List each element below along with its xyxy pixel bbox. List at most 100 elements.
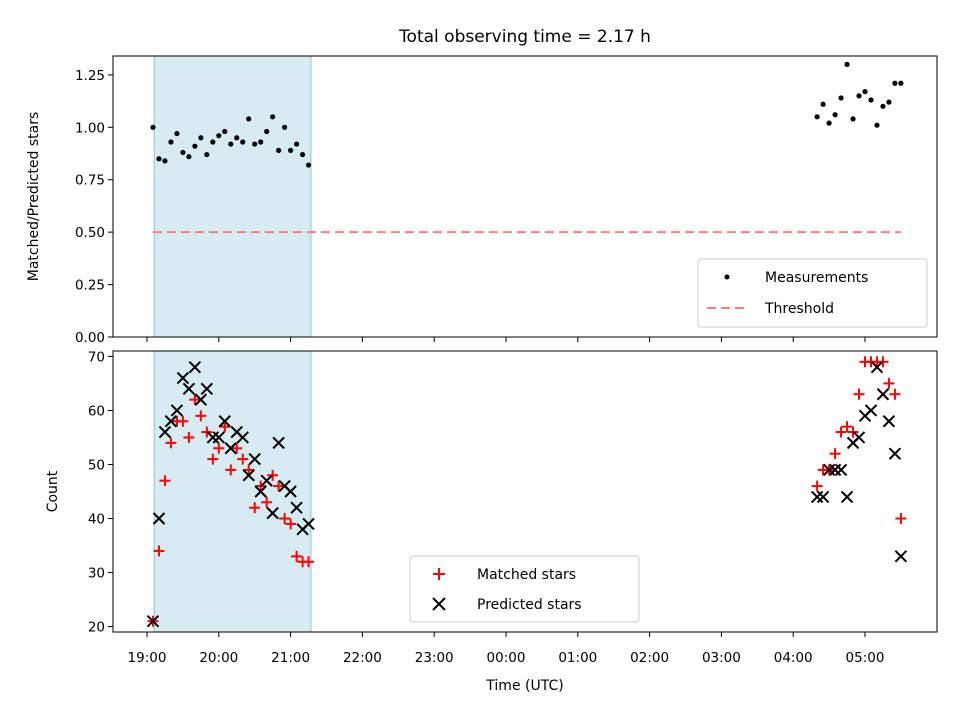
measurement-point — [216, 133, 222, 139]
predicted-stars-points — [146, 361, 908, 628]
legend-label-predicted: Predicted stars — [477, 597, 582, 613]
measurement-point — [168, 139, 174, 145]
measurement-point — [252, 141, 258, 147]
matched-star-point — [189, 394, 201, 406]
matched-star-point — [291, 550, 303, 562]
predicted-star-point — [146, 614, 160, 628]
predicted-star-point — [170, 404, 184, 417]
predicted-star-point — [254, 485, 267, 498]
matched-star-point — [267, 469, 279, 481]
measurement-point — [150, 124, 156, 130]
predicted-star-diag2 — [876, 388, 890, 401]
bottom-legend: Matched stars Predicted stars — [409, 555, 640, 623]
matched-star-point — [153, 545, 165, 557]
predicted-star-point — [218, 415, 231, 428]
predicted-star-point — [840, 490, 854, 504]
bottom-y-tick-label: 40 — [88, 512, 105, 528]
predicted-star-point — [882, 415, 896, 428]
bottom-y-tick-label: 60 — [88, 403, 105, 419]
predicted-star-point — [224, 442, 237, 455]
predicted-star-diag2 — [284, 485, 297, 498]
predicted-star-diag2 — [170, 404, 184, 417]
top-y-tick-label: 0.25 — [75, 278, 105, 294]
matched-star-point — [847, 426, 859, 438]
predicted-star-diag2 — [242, 469, 255, 482]
matched-star-point — [225, 464, 237, 476]
top-y-tick-label: 0.50 — [75, 225, 105, 241]
bottom-x-tick-label: 04:00 — [774, 650, 813, 666]
measurement-point — [844, 61, 850, 67]
predicted-star-diag2 — [894, 550, 908, 563]
predicted-star-diag2 — [224, 442, 237, 455]
predicted-star-diag2 — [882, 415, 896, 428]
measurement-point — [270, 114, 276, 120]
predicted-star-diag2 — [278, 479, 291, 493]
predicted-star-diag2 — [164, 415, 178, 428]
predicted-star-diag2 — [230, 425, 243, 439]
matched-star-point — [165, 437, 177, 449]
matched-star-point — [889, 388, 901, 400]
matched-star-point — [219, 421, 231, 433]
top-panel: 0.00 0.25 0.50 0.75 1.00 1.25 Matched/Predict… — [26, 55, 938, 346]
matched-star-point — [183, 431, 195, 443]
measurement-point — [258, 139, 264, 145]
measurement-point — [862, 89, 868, 95]
legend-label-measurements: Measurements — [765, 270, 868, 286]
matched-star-point — [201, 426, 213, 438]
predicted-star-point — [194, 393, 208, 406]
top-legend: Measurements Threshold — [697, 258, 928, 328]
bottom-y-tick-label: 30 — [88, 566, 105, 582]
matched-star-point — [237, 453, 249, 465]
bottom-x-tick-label: 01:00 — [558, 650, 597, 666]
predicted-star-diag2 — [236, 431, 249, 444]
predicted-star-diag2 — [176, 371, 190, 385]
predicted-star-point — [158, 425, 172, 439]
top-y-tick-label: 1.25 — [75, 68, 105, 84]
predicted-star-diag2 — [194, 393, 208, 406]
matched-star-point — [231, 442, 243, 454]
matched-stars-points — [147, 356, 907, 627]
measurement-point — [192, 143, 198, 149]
legend-marker-predicted — [432, 597, 446, 611]
measurement-point — [826, 120, 832, 126]
predicted-star-diag2 — [840, 490, 854, 504]
predicted-star-diag2 — [272, 436, 285, 450]
predicted-star-point — [248, 452, 261, 466]
top-y-tick-label: 0.00 — [75, 330, 105, 346]
matched-star-point — [255, 480, 267, 492]
bottom-x-tick-label: 05:00 — [846, 650, 885, 666]
top-observing-span — [153, 55, 312, 338]
predicted-star-point — [888, 447, 902, 460]
bottom-y-axis-label: Count — [45, 470, 61, 512]
predicted-star-point — [852, 431, 866, 444]
top-x-ticks — [146, 337, 866, 342]
predicted-star-diag2 — [816, 490, 830, 504]
matched-star-point — [279, 513, 291, 525]
chart-title: Total observing time = 2.17 h — [398, 27, 651, 47]
top-y-ticks: 0.00 0.25 0.50 0.75 1.00 1.25 — [75, 68, 113, 346]
measurement-point — [156, 156, 162, 162]
matched-star-point — [207, 453, 219, 465]
measurement-point — [246, 116, 252, 122]
predicted-star-point — [164, 415, 178, 428]
measurement-point — [174, 130, 180, 137]
predicted-star-point — [302, 517, 315, 531]
legend-marker-measurements — [724, 274, 730, 280]
measurement-point — [293, 141, 300, 147]
predicted-star-diag2 — [870, 361, 884, 374]
measurement-point — [228, 141, 234, 147]
matched-star-point — [829, 448, 841, 460]
predicted-star-diag2 — [266, 506, 279, 520]
predicted-star-diag2 — [152, 512, 166, 525]
matched-star-point — [177, 415, 189, 427]
measurement-point — [198, 135, 204, 141]
top-y-tick-label: 1.00 — [75, 120, 105, 136]
measurement-point — [210, 139, 216, 145]
predicted-star-point — [212, 431, 226, 444]
matched-star-point — [853, 388, 865, 400]
predicted-star-point — [834, 463, 848, 477]
top-legend-box — [697, 258, 928, 328]
predicted-star-point — [864, 404, 878, 417]
bottom-x-tick-label: 02:00 — [630, 650, 669, 666]
